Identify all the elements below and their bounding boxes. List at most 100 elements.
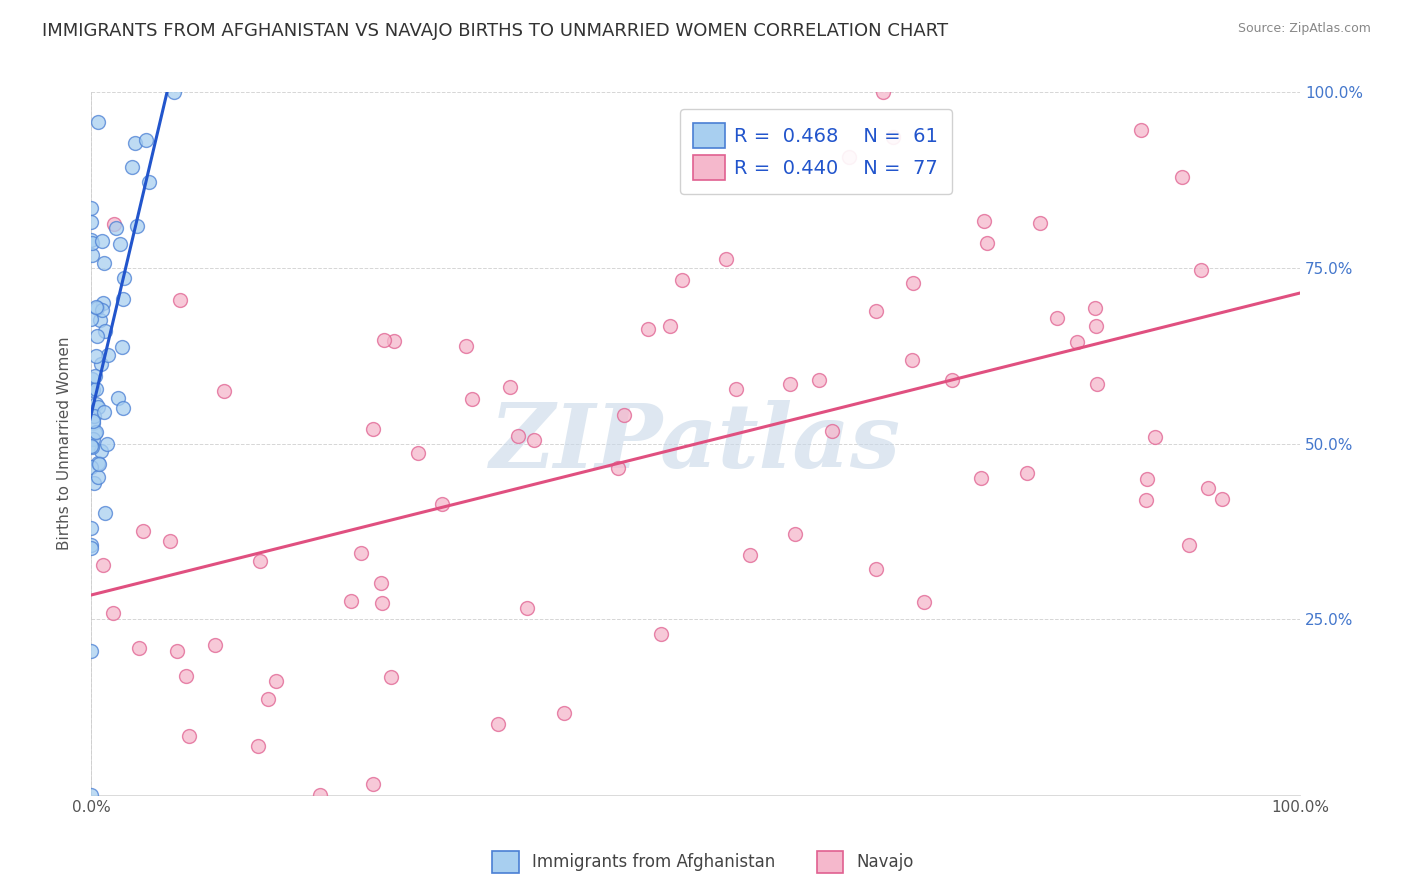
Point [80,521,103,535]
Point [516,601,538,615]
Point [1170,170,1192,185]
Point [714,252,737,267]
Point [107,391,129,405]
Point [613,408,636,422]
Point [339,594,361,608]
Point [82,383,104,397]
Point [84,425,107,439]
Point [83,476,105,491]
Point [87,401,110,415]
Point [838,150,860,164]
Point [637,322,659,336]
Point [111,340,134,354]
Point [371,596,394,610]
Legend: Immigrants from Afghanistan, Navajo: Immigrants from Afghanistan, Navajo [485,845,921,880]
Point [90,303,112,318]
Point [86,301,108,316]
Point [121,160,143,174]
Point [138,175,160,189]
Point [84,397,107,411]
Point [103,217,125,231]
Point [380,670,402,684]
Point [432,497,454,511]
Point [454,339,477,353]
Point [80,460,103,475]
Point [1085,377,1108,392]
Point [80,201,103,215]
Point [84,426,107,441]
Point [373,333,395,347]
Point [1085,318,1108,333]
Point [1015,467,1038,481]
Point [872,86,894,100]
Point [807,373,830,387]
Point [94,506,117,520]
Point [80,382,103,396]
Point [671,273,693,287]
Point [1189,262,1212,277]
Point [506,429,529,443]
Point [607,461,630,475]
Y-axis label: Births to Unmarried Women: Births to Unmarried Women [58,337,72,550]
Point [256,691,278,706]
Point [80,372,103,386]
Point [80,233,103,247]
Point [82,248,104,262]
Point [973,214,995,228]
Point [177,729,200,743]
Point [659,318,682,333]
Point [101,606,124,620]
Point [499,380,522,394]
Point [349,546,371,560]
Point [93,405,115,419]
Point [91,295,114,310]
Point [87,115,110,129]
Point [724,382,747,396]
Point [90,444,112,458]
Point [80,541,103,556]
Point [80,644,103,658]
Point [84,301,107,315]
Point [87,458,110,472]
Point [125,219,148,234]
Point [461,392,484,406]
Point [87,470,110,484]
Point [108,236,131,251]
Point [1046,310,1069,325]
Point [1197,481,1219,495]
Point [84,369,107,384]
Point [89,312,111,326]
Point [976,235,998,250]
Point [912,595,935,609]
Point [1136,472,1159,486]
Point [82,432,104,446]
Point [553,706,575,721]
Point [90,235,112,249]
Point [86,328,108,343]
Point [96,436,118,450]
Point [821,425,844,439]
Legend: R =  0.468    N =  61, R =  0.440    N =  77: R = 0.468 N = 61, R = 0.440 N = 77 [681,109,952,194]
Point [84,383,107,397]
Point [112,401,135,416]
Point [80,440,103,454]
Point [882,130,904,145]
Point [80,788,103,802]
Point [97,348,120,362]
Point [370,576,392,591]
Point [112,270,135,285]
Point [865,562,887,576]
Point [83,409,105,423]
Point [779,377,801,392]
Point [93,255,115,269]
Point [169,293,191,308]
Point [80,215,103,229]
Point [128,640,150,655]
Point [1144,430,1167,444]
Point [382,334,405,348]
Point [406,446,429,460]
Point [82,235,104,250]
Point [941,374,963,388]
Point [785,527,807,541]
Point [80,312,103,326]
